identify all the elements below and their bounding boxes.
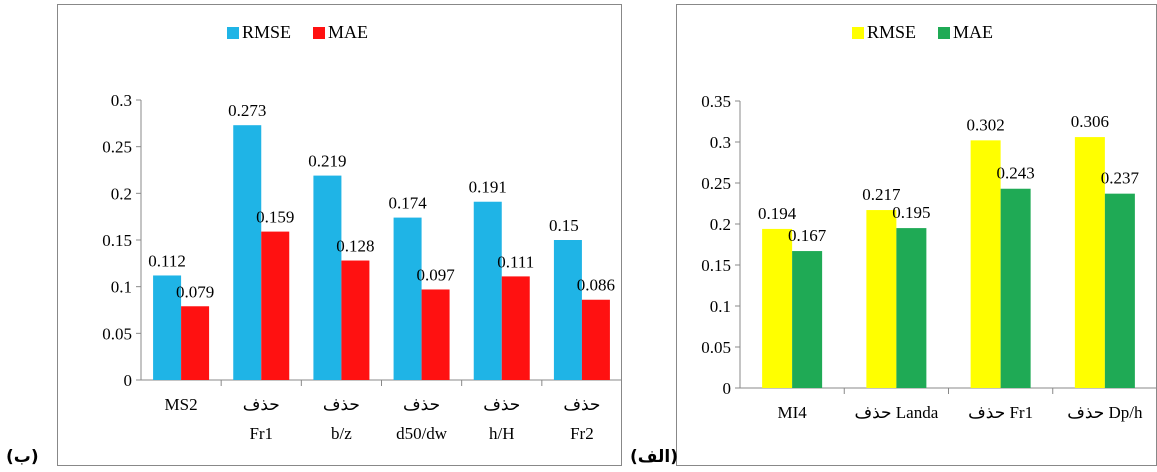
legend-label-rmse: RMSE <box>867 22 916 42</box>
data-label-rmse: 0.194 <box>758 204 797 223</box>
data-label-rmse: 0.112 <box>148 251 186 270</box>
caption-b: (ب) <box>6 447 39 467</box>
y-tick-label: 0.1 <box>710 297 731 316</box>
chart-frame <box>57 4 622 466</box>
data-label-mae: 0.243 <box>997 164 1035 183</box>
x-category-label: MS2 <box>165 395 198 414</box>
bar-rmse <box>233 125 262 380</box>
x-category-label: حذف <box>243 395 280 414</box>
x-category-label: MI4 <box>777 403 807 422</box>
y-tick-label: 0.35 <box>701 92 731 111</box>
chart-panel-a: RMSE MAE 0 0.05 0.1 0.15 0.2 0.25 0.3 0.35 0.194 0.… <box>676 4 1157 466</box>
data-label-rmse: 0.191 <box>469 178 507 197</box>
x-category-label: حذف Fr1 <box>968 403 1033 422</box>
bar-mae <box>792 251 823 388</box>
x-category-label: b/z <box>331 424 352 443</box>
chart-b-svg: RMSE MAE 0 0.05 0.1 0.15 0.2 0.25 0.3 0.112 0.079 M… <box>57 4 622 466</box>
bar-rmse <box>553 240 582 380</box>
bar-mae <box>896 228 927 388</box>
x-category-label: حذف <box>483 395 520 414</box>
data-label-mae: 0.097 <box>416 265 455 284</box>
legend-swatch-mae <box>313 27 325 39</box>
data-label-rmse: 0.219 <box>308 152 346 171</box>
bar-mae <box>1104 193 1135 388</box>
data-label-rmse: 0.302 <box>967 115 1005 134</box>
data-label-rmse: 0.306 <box>1071 112 1109 131</box>
data-label-mae: 0.237 <box>1101 169 1140 188</box>
y-tick-label: 0.25 <box>102 138 132 157</box>
y-tick-label: 0.15 <box>701 256 731 275</box>
bar-rmse <box>970 140 1001 388</box>
y-tick-label: 0 <box>723 379 732 398</box>
data-label-mae: 0.128 <box>336 237 374 256</box>
data-label-mae: 0.079 <box>176 282 214 301</box>
legend-label-rmse: RMSE <box>242 22 291 42</box>
bar-rmse <box>153 275 182 380</box>
data-label-mae: 0.159 <box>256 208 294 227</box>
legend-swatch-mae <box>938 27 950 39</box>
data-label-mae: 0.167 <box>788 226 827 245</box>
y-tick-label: 0.25 <box>701 174 731 193</box>
x-category-label: حذف Dp/h <box>1067 403 1143 422</box>
x-category-label: h/H <box>489 424 515 443</box>
legend-swatch-rmse <box>852 27 864 39</box>
x-category-label: d50/dw <box>396 424 448 443</box>
x-category-label: حذف <box>403 395 440 414</box>
caption-a: (الف) <box>630 447 678 467</box>
y-tick-label: 0.3 <box>111 91 132 110</box>
data-label-rmse: 0.217 <box>862 185 901 204</box>
data-label-mae: 0.195 <box>892 203 930 222</box>
x-category-label: Fr1 <box>249 424 273 443</box>
legend-label-mae: MAE <box>953 22 993 42</box>
data-label-mae: 0.086 <box>577 276 615 295</box>
legend-swatch-rmse <box>227 27 239 39</box>
bar-rmse <box>393 217 422 380</box>
bar-mae <box>341 260 370 380</box>
y-tick-label: 0 <box>124 371 133 390</box>
bar-rmse <box>313 175 342 380</box>
y-tick-label: 0.05 <box>102 324 132 343</box>
x-category-label: حذف Landa <box>854 403 938 422</box>
bar-mae <box>581 299 610 380</box>
data-label-rmse: 0.174 <box>388 194 427 213</box>
y-tick-label: 0.2 <box>710 215 731 234</box>
bar-rmse <box>762 228 793 388</box>
y-tick-label: 0.1 <box>111 278 132 297</box>
data-label-mae: 0.111 <box>497 252 534 271</box>
y-tick-label: 0.3 <box>710 133 731 152</box>
y-tick-label: 0.05 <box>701 338 731 357</box>
bar-mae <box>421 289 450 380</box>
y-tick-label: 0.2 <box>111 184 132 203</box>
bar-mae <box>1000 188 1031 388</box>
bar-mae <box>181 306 210 380</box>
bar-mae <box>261 231 290 380</box>
data-label-rmse: 0.15 <box>549 216 579 235</box>
y-tick-label: 0.15 <box>102 231 132 250</box>
data-label-rmse: 0.273 <box>228 101 266 120</box>
bar-rmse <box>473 201 502 380</box>
x-category-label: Fr2 <box>570 424 594 443</box>
chart-a-svg: RMSE MAE 0 0.05 0.1 0.15 0.2 0.25 0.3 0.35 0.194 0.… <box>676 4 1157 466</box>
chart-panel-b: RMSE MAE 0 0.05 0.1 0.15 0.2 0.25 0.3 0.112 0.079 M… <box>57 4 622 466</box>
x-category-label: حذف <box>323 395 360 414</box>
bar-rmse <box>866 210 897 388</box>
x-category-label: حذف <box>563 395 600 414</box>
bar-rmse <box>1074 137 1105 388</box>
bar-mae <box>501 276 530 380</box>
legend-label-mae: MAE <box>328 22 368 42</box>
